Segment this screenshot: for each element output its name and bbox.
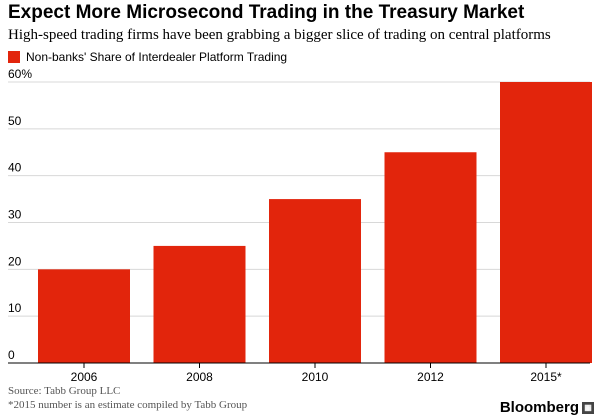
y-tick-label: 40 xyxy=(8,161,22,175)
bar xyxy=(38,269,130,363)
footer: Source: Tabb Group LLC *2015 number is a… xyxy=(8,384,247,412)
brand-name: Bloomberg xyxy=(499,399,579,416)
estimate-note: *2015 number is an estimate compiled by … xyxy=(8,399,248,411)
bar xyxy=(153,245,246,363)
source-note: Source: Tabb Group LLC xyxy=(8,385,121,397)
x-tick-label: 2012 xyxy=(417,370,444,384)
brand-logo: Bloomberg ▦ xyxy=(500,399,594,416)
y-tick-label: 0 xyxy=(8,348,15,362)
legend: Non-banks' Share of Interdealer Platform… xyxy=(8,50,287,64)
y-tick-label: 60% xyxy=(8,67,32,81)
grid-icon: ▦ xyxy=(582,401,594,414)
x-tick-label: 2010 xyxy=(302,370,329,384)
x-tick-label: 2015* xyxy=(530,370,562,384)
y-tick-label: 10 xyxy=(8,301,22,315)
legend-label: Non-banks' Share of Interdealer Platform… xyxy=(26,50,288,64)
bar xyxy=(269,199,361,363)
y-tick-label: 50 xyxy=(8,114,22,128)
bar xyxy=(500,82,592,363)
y-tick-label: 20 xyxy=(8,254,22,268)
x-tick-label: 2008 xyxy=(186,370,213,384)
chart-subtitle: High-speed trading firms have been grabb… xyxy=(8,27,551,43)
x-tick-label: 2006 xyxy=(71,370,98,384)
chart-title: Expect More Microsecond Trading in the T… xyxy=(8,2,525,23)
y-tick-label: 30 xyxy=(8,208,22,222)
bar xyxy=(384,152,477,363)
legend-swatch xyxy=(8,51,20,63)
